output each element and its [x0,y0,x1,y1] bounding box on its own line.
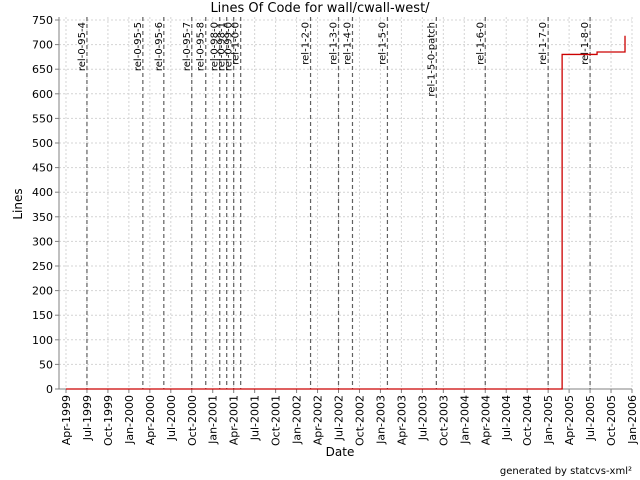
x-tick-label: Oct-1999 [102,395,115,446]
y-tick-label: 600 [32,88,53,101]
x-tick-label: Jul-1999 [81,395,94,441]
x-tick-label: Oct-2005 [605,395,618,446]
release-label: rel-1-8-0 [580,22,591,65]
x-tick-label: Jul-2004 [500,395,513,441]
x-tick-label: Jan-2006 [626,395,639,445]
y-tick-label: 300 [32,235,53,248]
y-tick-label: 750 [32,14,53,27]
x-tick-label: Jul-2000 [165,395,178,441]
y-tick-label: 150 [32,309,53,322]
x-tick-label: Oct-2000 [186,395,199,446]
x-axis-label: Date [326,445,355,459]
y-tick-label: 0 [46,383,53,396]
x-tick-label: Jul-2002 [333,395,346,441]
x-tick-label: Jul-2001 [249,395,262,441]
x-tick-label: Apr-2005 [563,395,576,445]
x-tick-label: Jan-2004 [458,395,471,445]
y-tick-label: 700 [32,39,53,52]
x-tick-label: Apr-1999 [60,395,73,445]
release-label: rel-1-6-0 [475,22,486,65]
y-tick-label: 250 [32,260,53,273]
data-line [65,35,626,390]
y-tick-label: 350 [32,211,53,224]
x-tick-label: Oct-2002 [353,395,366,446]
y-tick-label: 550 [32,112,53,125]
y-tick-label: 650 [32,63,53,76]
x-tick-label: Oct-2003 [437,395,450,446]
x-tick-label: Jan-2001 [207,395,220,445]
y-axis-label: Lines [11,188,25,219]
x-tick-label: Oct-2001 [270,395,283,446]
y-tick-label: 500 [32,137,53,150]
y-tick-label: 200 [32,285,53,298]
release-label: rel-1-5-0 [377,22,388,65]
x-tick-label: Jan-2005 [542,395,555,445]
release-label: rel-0-98-0 [210,22,221,71]
release-label: rel-1-0-0 [231,22,242,65]
x-tick-label: Jan-2000 [123,395,136,445]
x-tick-label: Oct-2004 [521,395,534,446]
y-tick-label: 50 [39,358,53,371]
release-label: rel-1-3-0 [329,22,340,65]
release-label: rel-0-99-0 [224,22,235,71]
release-label: rel-0-98-1 [217,22,228,71]
y-tick-label: 400 [32,186,53,199]
x-tick-label: Jan-2002 [291,395,304,445]
release-label: rel-1-4-0 [342,22,353,65]
y-tick-label: 450 [32,162,53,175]
x-tick-label: Apr-2003 [395,395,408,445]
x-tick-label: Apr-2000 [144,395,157,445]
x-tick-label: Jan-2003 [374,395,387,445]
x-tick-label: Jul-2003 [416,395,429,441]
release-label: rel-1-7-0 [538,22,549,65]
release-label: rel-0-95-8 [196,22,207,71]
x-tick-label: Jul-2005 [584,395,597,441]
release-label: rel-1-5-0-patch [426,22,437,97]
release-label: rel-0-95-4 [77,22,88,71]
release-label: rel-1-2-0 [301,22,312,65]
x-tick-label: Apr-2002 [312,395,325,445]
x-tick-label: Apr-2001 [228,395,241,445]
chart-title: Lines Of Code for wall/cwall-west/ [210,1,430,16]
release-label: rel-0-95-6 [154,22,165,71]
footer: generated by statcvs-xml² [500,466,632,477]
release-label: rel-0-95-7 [182,22,193,71]
release-label: rel-0-95-5 [133,22,144,71]
y-tick-label: 100 [32,334,53,347]
x-tick-label: Apr-2004 [479,395,492,445]
